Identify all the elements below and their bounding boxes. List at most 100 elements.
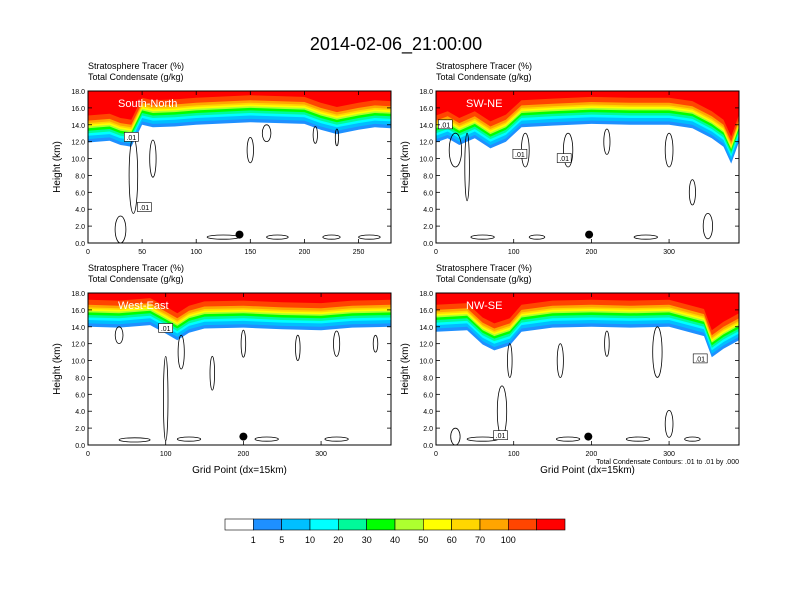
colorbar-swatch-3 <box>309 518 339 531</box>
condensate-contour-3 <box>604 330 610 357</box>
colorbar-label: 10 <box>305 535 315 545</box>
panel-title-line-0: Stratosphere Tracer (%) <box>436 263 532 273</box>
panel-title-line-0: Stratosphere Tracer (%) <box>88 263 184 273</box>
x-tick-label: 200 <box>586 249 598 256</box>
condensate-contour-8 <box>555 436 581 442</box>
colorbar-label: 40 <box>390 535 400 545</box>
x-tick-label: 200 <box>238 451 250 458</box>
location-marker <box>239 432 248 441</box>
condensate-contour-11 <box>324 436 349 442</box>
colorbar-swatch-1 <box>253 518 282 531</box>
y-tick-label: 18.0 <box>419 291 433 298</box>
contour-label-1: .01 <box>512 149 528 159</box>
contour-label-1: .01 <box>493 430 508 440</box>
colorbar-label: 20 <box>333 535 343 545</box>
panel-title-line-1: Total Condensate (g/kg) <box>436 274 532 284</box>
condensate-contour-5 <box>664 132 674 168</box>
condensate-contour-2 <box>556 343 564 378</box>
location-marker <box>585 230 594 239</box>
y-tick-label: 16.0 <box>419 106 433 113</box>
y-tick-label: 4.0 <box>423 207 433 214</box>
y-tick-label: 12.0 <box>419 140 433 147</box>
y-tick-label: 2.0 <box>75 224 85 231</box>
y-tick-label: 18.0 <box>71 291 85 298</box>
condensate-contour-1 <box>177 334 185 370</box>
y-tick-label: 2.0 <box>423 224 433 231</box>
y-tick-label: 6.0 <box>423 392 433 399</box>
svg-text:.01: .01 <box>515 152 525 159</box>
colorbar-swatch-7 <box>422 518 452 531</box>
plot-frame <box>435 90 740 244</box>
y-axis-label: Height (km) <box>400 343 411 395</box>
condensate-contour-2 <box>246 137 254 164</box>
tracer-band-10 <box>436 293 739 331</box>
y-tick-label: 4.0 <box>75 409 85 416</box>
region-label: South-North <box>118 98 177 110</box>
x-tick-label: 100 <box>508 451 520 458</box>
y-tick-label: 16.0 <box>71 106 85 113</box>
condensate-contour-9 <box>633 234 658 240</box>
colorbar-swatch-11 <box>536 518 566 531</box>
svg-text:.01: .01 <box>695 356 705 363</box>
y-tick-label: 10.0 <box>71 359 85 366</box>
colorbar-label: 60 <box>447 535 457 545</box>
x-tick-label: 0 <box>434 451 438 458</box>
y-tick-label: 0.0 <box>75 241 85 248</box>
condensate-contour-4 <box>652 326 663 378</box>
condensate-contour-5 <box>333 330 341 357</box>
y-tick-label: 2.0 <box>423 426 433 433</box>
colorbar: 1 5 10 20 30 40 50 60 70 100 <box>224 518 566 545</box>
panel-1: .01 .01 .01 SW-NE Stratosphere Tracer (%)Tot… <box>400 61 740 256</box>
colorbar-label: 100 <box>501 535 516 545</box>
y-axis-label: Height (km) <box>52 343 63 395</box>
condensate-contour-1 <box>448 132 462 168</box>
condensate-contour-2 <box>114 326 124 345</box>
x-tick-label: 300 <box>663 249 675 256</box>
y-tick-label: 14.0 <box>419 325 433 332</box>
colorbar-swatch-9 <box>479 518 509 531</box>
x-tick-label: 100 <box>508 249 520 256</box>
condensate-contour-9 <box>625 436 651 442</box>
y-tick-label: 10.0 <box>71 157 85 164</box>
x-tick-label: 0 <box>434 249 438 256</box>
location-marker <box>235 230 244 239</box>
y-tick-label: 12.0 <box>71 140 85 147</box>
panel-title-line-0: Stratosphere Tracer (%) <box>88 61 184 71</box>
condensate-contour-1 <box>149 139 157 178</box>
condensate-contour-8 <box>528 234 546 240</box>
svg-text:.01: .01 <box>161 326 171 333</box>
colorbar-label: 50 <box>418 535 428 545</box>
panel-2: .01 West-East Stratosphere Tracer (%)Total… <box>52 263 392 476</box>
region-label: NW-SE <box>466 300 502 312</box>
y-axis-label: Height (km) <box>52 141 63 193</box>
location-marker <box>584 432 593 441</box>
x-tick-label: 0 <box>86 451 90 458</box>
condensate-contour-0 <box>162 355 169 442</box>
plot-frame <box>435 292 740 446</box>
y-tick-label: 14.0 <box>419 123 433 130</box>
condensate-contour-4 <box>603 128 611 155</box>
condensate-contour-3 <box>240 329 247 358</box>
y-tick-label: 10.0 <box>419 157 433 164</box>
condensate-contour-7 <box>266 234 289 240</box>
y-tick-label: 0.0 <box>75 443 85 450</box>
condensate-contour-5 <box>664 409 674 438</box>
svg-text:.01: .01 <box>559 156 569 163</box>
colorbar-swatch-0 <box>224 518 254 531</box>
y-tick-label: 6.0 <box>75 190 85 197</box>
y-tick-label: 16.0 <box>419 308 433 315</box>
tracer-band-10 <box>88 293 391 314</box>
x-tick-label: 100 <box>190 249 202 256</box>
plot-area: .01 .01 South-North <box>88 91 391 243</box>
colorbar-label: 70 <box>475 535 485 545</box>
y-tick-label: 4.0 <box>75 207 85 214</box>
condensate-contour-8 <box>118 437 151 443</box>
y-tick-label: 6.0 <box>75 392 85 399</box>
y-tick-label: 8.0 <box>423 173 433 180</box>
condensate-contour-6 <box>450 427 461 445</box>
panel-3: .01 .01 NW-SE Stratosphere Tracer (%)Total … <box>400 263 740 476</box>
condensate-contour-8 <box>322 234 341 240</box>
condensate-contour-7 <box>209 355 215 391</box>
condensate-contour-5 <box>334 128 339 147</box>
